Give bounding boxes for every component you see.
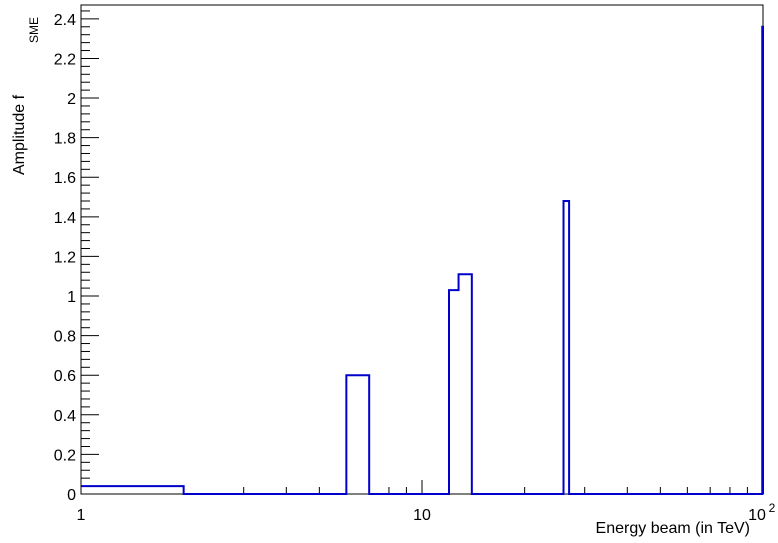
x-tick-label: 1 bbox=[77, 507, 86, 524]
y-tick-label: 1.6 bbox=[54, 170, 76, 187]
x-axis-tick-labels: 1 10 10 2 bbox=[77, 501, 776, 524]
plot-frame bbox=[80, 4, 764, 495]
y-axis-ticks bbox=[81, 10, 99, 495]
y-tick-label: 2.4 bbox=[54, 12, 76, 29]
y-tick-label: 1.4 bbox=[54, 210, 76, 227]
y-tick-label: 0.6 bbox=[54, 368, 76, 385]
y-tick-label: 0.2 bbox=[54, 447, 76, 464]
y-tick-label: 0.4 bbox=[54, 408, 76, 425]
x-tick-label: 10 bbox=[748, 507, 766, 524]
y-tick-label: 1 bbox=[67, 289, 76, 306]
y-tick-label: 0 bbox=[67, 487, 76, 504]
histogram-series-line bbox=[81, 25, 764, 495]
y-tick-label: 1.2 bbox=[54, 249, 76, 266]
y-tick-label: 2 bbox=[67, 91, 76, 108]
y-axis-title-subscript: SME bbox=[27, 17, 41, 43]
y-axis-tick-labels: 0 0.2 0.4 0.6 0.8 1 1.2 1.4 1.6 1.8 2 2.2 2.4 bbox=[54, 12, 76, 504]
y-tick-label: 2.2 bbox=[54, 51, 76, 68]
y-axis-title: Amplitude f bbox=[11, 94, 28, 175]
y-tick-label: 0.8 bbox=[54, 329, 76, 346]
x-tick-label-exponent: 2 bbox=[769, 501, 776, 515]
x-axis-title: Energy beam (in TeV) bbox=[596, 520, 750, 537]
x-tick-label: 10 bbox=[413, 507, 431, 524]
y-tick-label: 1.8 bbox=[54, 131, 76, 148]
